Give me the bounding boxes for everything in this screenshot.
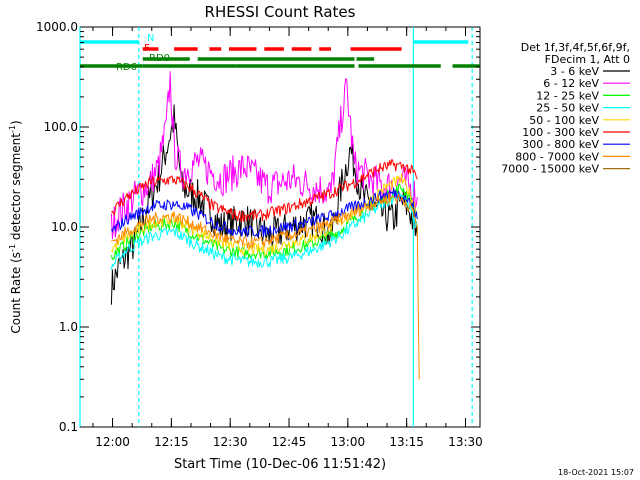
legend-header-line-2: FDecim 1, Att 0	[545, 53, 630, 66]
status-bar-label: N	[147, 33, 154, 44]
series-line	[111, 159, 418, 223]
y-tick-label: 0.1	[59, 420, 78, 434]
series-line	[110, 192, 418, 270]
axis-layer: 0.1 1.0 10.0 100.0 1000.0 12:00 12:15 12:30 12:4…	[36, 20, 483, 449]
y-axis-label: Count Rate (s-1 detector segment-1)	[8, 120, 23, 333]
y-tick-label: 1.0	[59, 320, 78, 334]
x-tick-label: 12:45	[272, 435, 307, 449]
status-bar-label: RD6	[116, 62, 137, 73]
legend-entry-label: 300 - 800 keV	[522, 138, 599, 151]
y-tick-label: 100.0	[44, 120, 78, 134]
legend-entry-label: 7000 - 15000 keV	[501, 163, 599, 176]
y-tick-label: 1000.0	[36, 20, 78, 34]
x-tick-label: 13:30	[448, 435, 483, 449]
x-tick-label: 12:00	[95, 435, 130, 449]
x-axis-label: Start Time (10-Dec-06 11:51:42)	[174, 457, 386, 472]
legend-entry-label: 12 - 25 keV	[536, 89, 599, 102]
chart-title: RHESSI Count Rates	[205, 3, 356, 21]
legend-entry-label: 800 - 7000 keV	[515, 150, 599, 163]
x-tick-label: 13:15	[389, 435, 424, 449]
series-line	[111, 193, 420, 380]
series-line	[110, 71, 418, 240]
legend: Det 1f,3f,4f,5f,6f,9f, FDecim 1, Att 0 3…	[501, 41, 630, 176]
legend-entry-label: 3 - 6 keV	[550, 65, 599, 78]
series-line	[110, 187, 418, 238]
status-bar-label: F	[144, 43, 150, 54]
x-tick-label: 12:30	[213, 435, 248, 449]
y-tick-label: 10.0	[51, 220, 78, 234]
series-line	[110, 104, 418, 305]
legend-entry-label: 25 - 50 keV	[536, 102, 599, 115]
x-tick-label: 12:15	[154, 435, 189, 449]
footer-date: 18-Oct-2021 15:07	[558, 468, 634, 477]
legend-entry-label: 6 - 12 keV	[543, 77, 599, 90]
x-tick-label: 13:00	[331, 435, 366, 449]
legend-entry-label: 100 - 300 keV	[522, 126, 599, 139]
status-bar-label: RD0	[149, 53, 170, 64]
legend-entry-label: 50 - 100 keV	[529, 114, 599, 127]
legend-header-line-1: Det 1f,3f,4f,5f,6f,9f,	[521, 41, 630, 54]
